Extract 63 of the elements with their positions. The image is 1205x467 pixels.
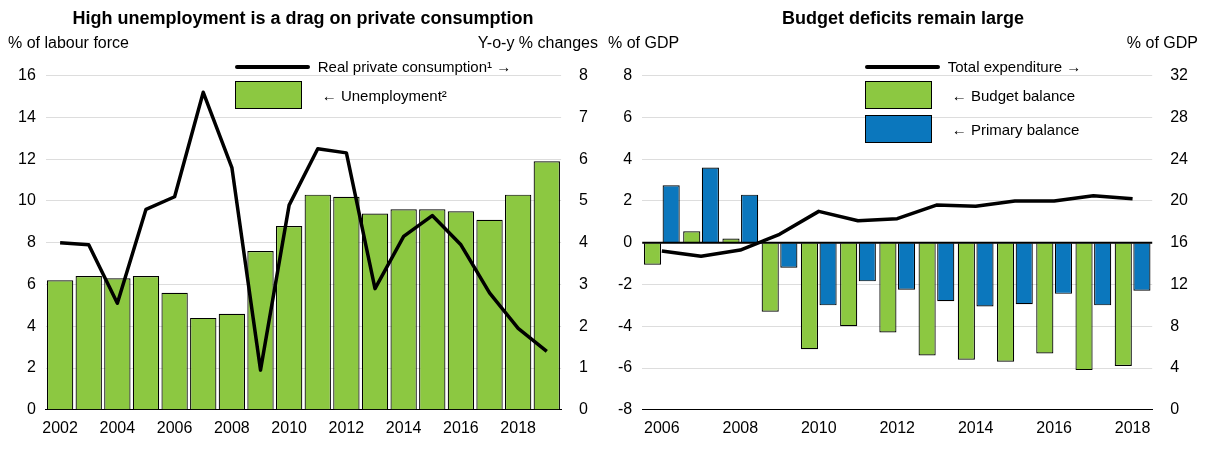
legend-label: ← Budget balance [951,86,1076,104]
x-tick-label: 2018 [500,418,537,436]
y2-tick-label: 16 [1170,233,1189,251]
legend-label: Total expenditure → [947,58,1082,75]
y2-tick-label: 8 [579,66,589,84]
y2-tick-label: 5 [579,191,589,209]
chart-title: Budget deficits remain large [780,8,1026,30]
y-tick-label: 8 [26,233,36,251]
x-tick-label: 2004 [99,418,136,436]
x-tick-label: 2016 [443,418,479,436]
y-tick-label: 2 [26,358,36,376]
y-tick-label: 10 [18,191,36,209]
y-tick-label: 16 [18,66,36,84]
y-tick-label: 2 [623,191,633,209]
y2-tick-label: 4 [579,233,589,251]
y-tick-label: 4 [623,149,633,167]
x-tick-label: 2014 [957,418,994,436]
x-tick-label: 2016 [1036,418,1073,436]
y2-tick-label: 3 [579,274,589,292]
y2-tick-label: 6 [579,149,589,167]
y-tick-label: -2 [617,274,633,292]
y2-tick-label: 2 [579,316,589,334]
y-tick-label: -4 [617,316,633,334]
y2-tick-label: 28 [1170,107,1189,125]
y-tick-label: 4 [26,316,36,334]
legend-label: ← Primary balance [951,120,1080,138]
y2-tick-label: 8 [1170,316,1180,334]
chart-title: High unemployment is a drag on private consumption [71,8,535,30]
x-tick-label: 2012 [328,418,365,436]
legend-label: ← Unemployment² [321,86,447,104]
y-tick-label: 0 [623,233,633,251]
y-tick-label: 14 [18,107,36,125]
x-tick-label: 2018 [1114,418,1151,436]
y2-axis-title: Y-o-y % changes [477,34,598,53]
x-tick-label: 2014 [385,418,422,436]
y2-tick-label: 0 [579,400,589,418]
y2-axis-title: % of GDP [1126,34,1198,53]
y-tick-label: -6 [617,358,633,376]
x-tick-label: 2008 [214,418,250,436]
y2-tick-label: 20 [1170,191,1189,209]
y2-tick-label: 0 [1170,400,1180,418]
x-tick-label: 2006 [644,418,680,436]
y2-tick-label: 7 [579,107,589,125]
y2-tick-label: 1 [579,358,589,376]
y2-tick-label: 4 [1170,358,1180,376]
y-tick-label: -8 [617,400,633,418]
y-axis-title: % of labour force [8,34,129,53]
y-tick-label: 6 [623,107,633,125]
y-axis-title: % of GDP [608,34,680,53]
y-tick-label: 12 [18,149,36,167]
y-tick-label: 6 [26,274,36,292]
x-tick-label: 2012 [879,418,916,436]
y-tick-label: 0 [26,400,36,418]
legend-label: Real private consumption¹ → [317,58,512,75]
x-tick-label: 2008 [722,418,759,436]
x-tick-label: 2010 [800,418,837,436]
y-tick-label: 8 [623,66,633,84]
x-tick-label: 2006 [156,418,193,436]
y2-tick-label: 12 [1170,274,1189,292]
x-tick-label: 2002 [42,418,79,436]
x-tick-label: 2010 [271,418,308,436]
y2-tick-label: 24 [1170,149,1189,167]
y2-tick-label: 32 [1170,66,1189,84]
